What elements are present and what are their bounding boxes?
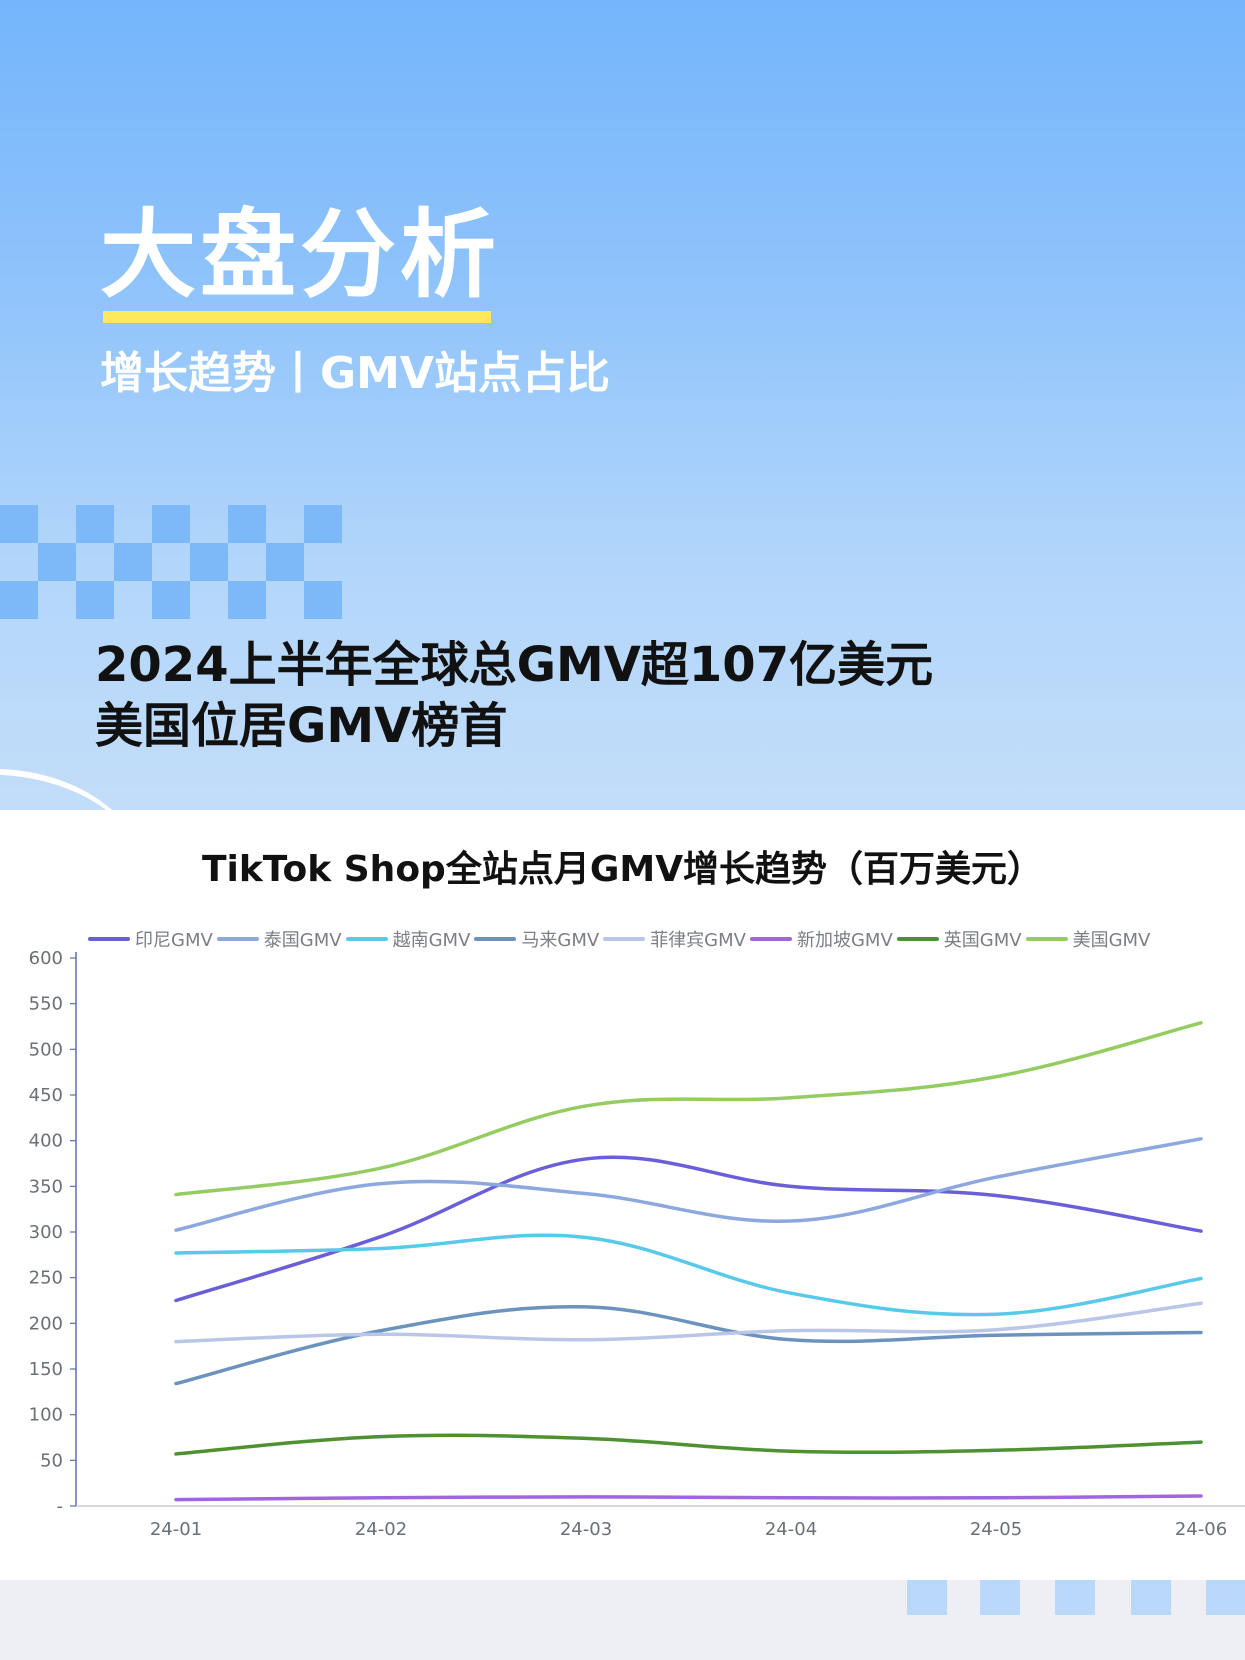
hero-subtitle: 增长趋势丨GMV站点占比 <box>100 348 610 399</box>
legend-swatch <box>474 937 517 941</box>
arc-decoration <box>0 752 151 810</box>
series-line-8 <box>174 1021 1203 1197</box>
x-tick-label: 24-02 <box>355 1519 407 1540</box>
legend-swatch <box>88 937 130 941</box>
y-tick-label: 500 <box>29 1039 63 1060</box>
checker-decoration <box>0 505 342 619</box>
legend-swatch <box>1025 937 1068 941</box>
series-line-4 <box>174 1304 1203 1386</box>
legend-swatch <box>216 937 259 941</box>
legend-label: 新加坡GMV <box>796 930 893 951</box>
y-tick-label: 600 <box>29 948 63 969</box>
chart-panel: TikTok Shop全站点月GMV增长趋势（百万美元） 印尼GMV 泰国GMV 越… <box>0 810 1245 1580</box>
x-tick-label: 24-06 <box>1175 1519 1227 1540</box>
y-tick-label: 400 <box>29 1131 63 1152</box>
legend-swatch <box>345 937 388 941</box>
y-tick-label: 450 <box>29 1085 63 1106</box>
legend-item-1[interactable]: 印尼GMV <box>88 926 213 952</box>
legend-item-3[interactable]: 越南GMV <box>345 926 471 952</box>
legend-item-6[interactable]: 新加坡GMV <box>749 926 893 952</box>
y-tick-label: 150 <box>29 1359 63 1380</box>
headline-line-2: 美国位居GMV榜首 <box>95 698 508 754</box>
series-line-1 <box>174 1155 1203 1303</box>
legend-label: 泰国GMV <box>263 930 342 951</box>
x-tick-label: 24-04 <box>765 1519 817 1540</box>
y-tick-label: 100 <box>29 1405 63 1426</box>
hero-title: 大盘分析 <box>100 199 500 311</box>
chart-legend: 印尼GMV 泰国GMV 越南GMV 马来GMV 菲律宾GMV 新加坡GMV 英国GMV 美国G… <box>88 927 1154 951</box>
legend-item-8[interactable]: 美国GMV <box>1025 926 1151 952</box>
y-tick-label: 250 <box>29 1268 63 1289</box>
legend-item-4[interactable]: 马来GMV <box>474 926 599 952</box>
legend-swatch <box>749 937 792 941</box>
y-tick-label: 50 <box>40 1450 63 1471</box>
series-line-3 <box>174 1233 1203 1317</box>
legend-label: 菲律宾GMV <box>650 930 746 951</box>
headline: 2024上半年全球总GMV超107亿美元 美国位居GMV榜首 <box>95 635 933 757</box>
series-line-2 <box>174 1137 1203 1232</box>
legend-label: 英国GMV <box>943 930 1022 951</box>
legend-item-7[interactable]: 英国GMV <box>896 926 1022 952</box>
y-tick-label: 550 <box>29 994 63 1015</box>
legend-label: 马来GMV <box>521 930 600 951</box>
series-line-6 <box>174 1494 1203 1502</box>
chart-title: TikTok Shop全站点月GMV增长趋势（百万美元） <box>201 849 1044 890</box>
x-tick-label: 24-05 <box>970 1519 1022 1540</box>
legend-label: 印尼GMV <box>135 930 213 951</box>
line-chart: - 50 100 150 200 250 300 350 400 450 500 550 600 24-0… <box>29 948 1245 1540</box>
legend-label: 美国GMV <box>1072 930 1151 951</box>
legend-item-2[interactable]: 泰国GMV <box>216 926 342 952</box>
x-tick-label: 24-01 <box>150 1519 202 1540</box>
y-tick-label: 300 <box>29 1222 63 1243</box>
y-tick-label: - <box>57 1496 64 1517</box>
legend-swatch <box>896 937 939 941</box>
x-tick-label: 24-03 <box>560 1519 612 1540</box>
hero-banner: 大盘分析 增长趋势丨GMV站点占比 2024上半年全球总GMV超107亿美元 美… <box>0 0 1245 810</box>
series-line-5 <box>174 1301 1203 1344</box>
y-tick-label: 350 <box>29 1176 63 1197</box>
series-line-7 <box>174 1433 1203 1456</box>
headline-line-1: 2024上半年全球总GMV超107亿美元 <box>95 637 934 693</box>
legend-swatch <box>603 937 646 941</box>
legend-label: 越南GMV <box>392 930 471 951</box>
legend-item-5[interactable]: 菲律宾GMV <box>603 926 746 952</box>
title-underline <box>103 311 491 323</box>
y-tick-label: 200 <box>29 1313 63 1334</box>
